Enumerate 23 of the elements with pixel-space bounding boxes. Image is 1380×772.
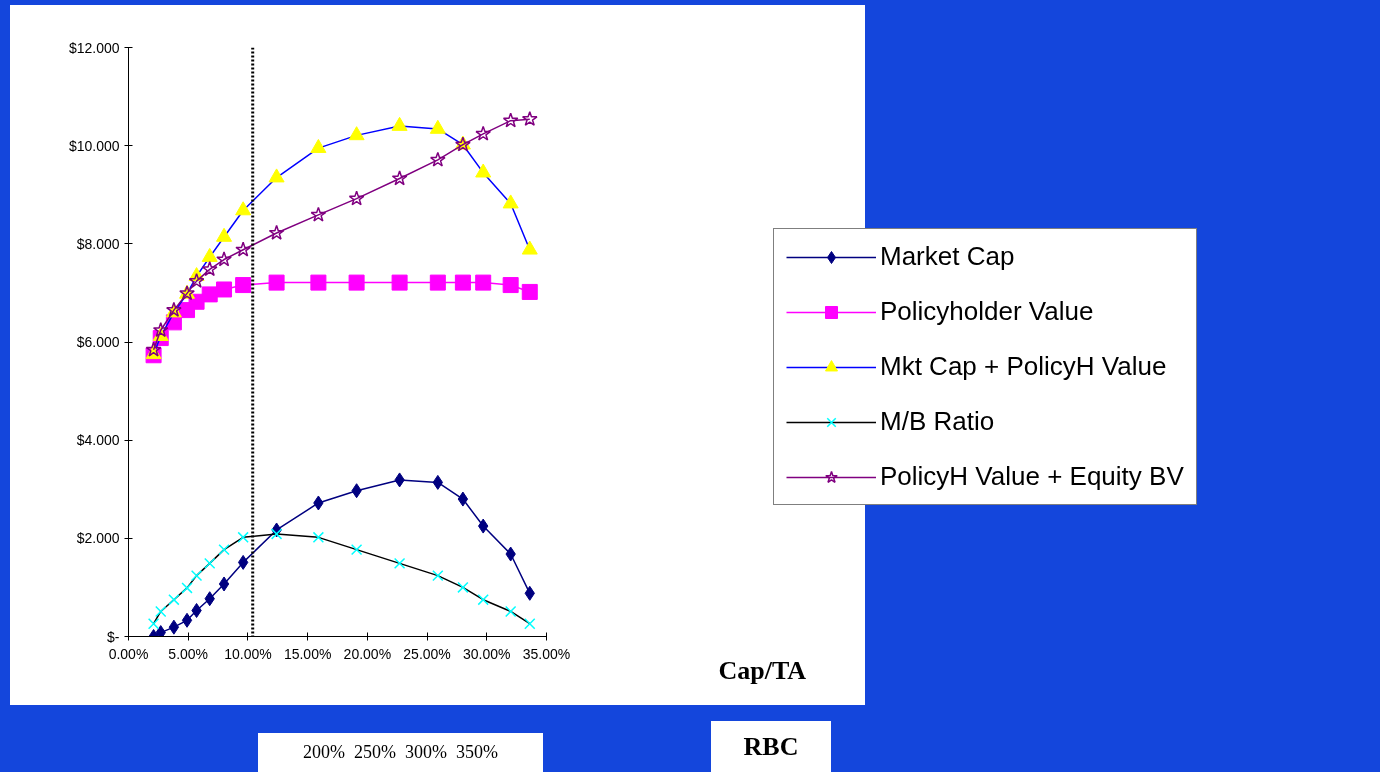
x-tick-label: 25.00% — [403, 645, 451, 662]
x-tick-label: 20.00% — [343, 645, 392, 662]
x-tick-label: 5.00% — [168, 645, 209, 662]
y-tick-label: $10.000 — [68, 137, 120, 154]
text: RBC — [743, 730, 799, 763]
x-tick-label: 30.00% — [463, 645, 511, 662]
text: Cap/TA — [718, 655, 807, 685]
legend-label: Market Cap — [880, 241, 1015, 272]
x-tick-label: 10.00% — [224, 645, 272, 662]
y-tick-label: $6.000 — [76, 334, 120, 350]
legend-label: M/B Ratio — [880, 406, 995, 437]
legend-label: Policyholder Value — [880, 296, 1094, 327]
y-tick-label: $8.000 — [76, 235, 120, 252]
x-tick-label: 35.00% — [522, 645, 571, 662]
y-tick-label: $4.000 — [76, 432, 120, 449]
y-tick-label: $2.000 — [76, 530, 120, 547]
text: 200% 250% 300% 350% — [303, 740, 498, 764]
y-tick-label: $12.000 — [68, 39, 120, 56]
x-tick-label: 0.00% — [108, 645, 149, 662]
x-tick-label: 15.00% — [283, 645, 332, 662]
y-tick-label: $- — [107, 628, 120, 645]
legend-label: PolicyH Value + Equity BV — [880, 461, 1184, 492]
legend-label: Mkt Cap + PolicyH Value — [880, 351, 1167, 382]
